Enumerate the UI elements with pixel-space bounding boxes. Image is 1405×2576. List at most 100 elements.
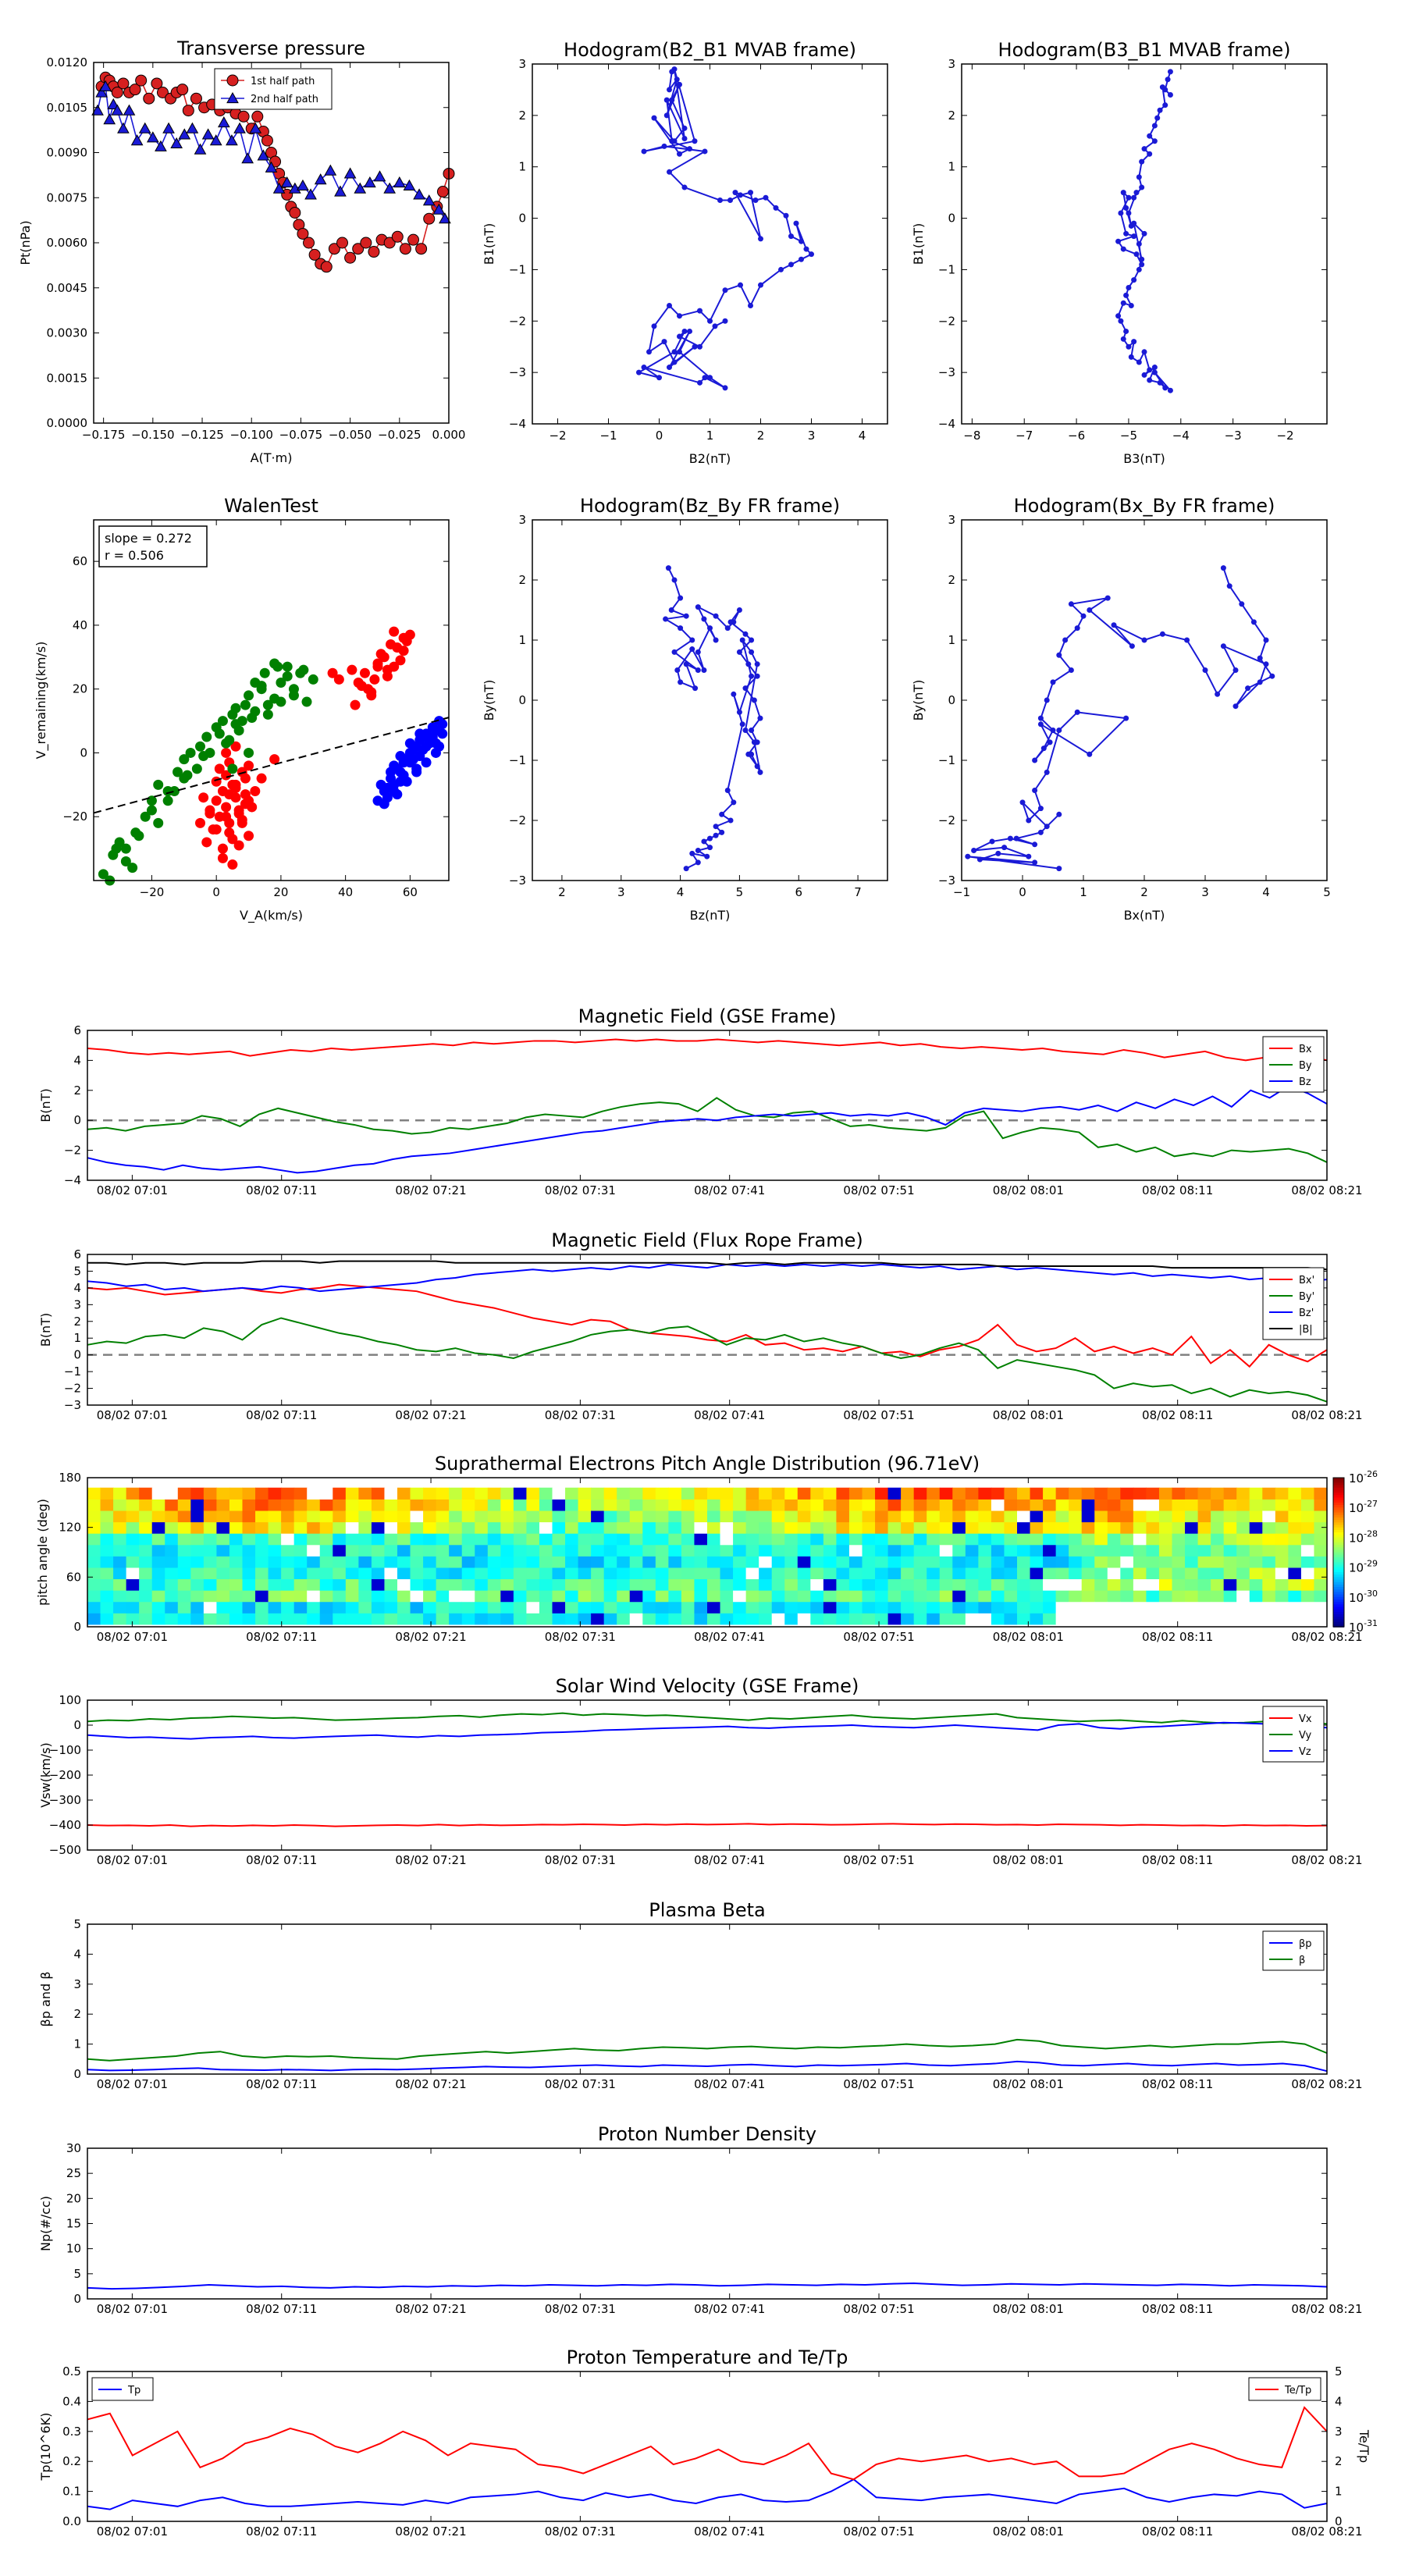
hodo-bxby-point <box>1068 667 1074 673</box>
pad-cell <box>1107 1578 1121 1591</box>
pad-cell <box>255 1601 269 1614</box>
pt-title: Transverse pressure <box>176 37 365 59</box>
pad-cell <box>371 1499 386 1511</box>
pad-cell <box>1223 1556 1237 1568</box>
pad-cell <box>126 1578 140 1591</box>
pad-cell <box>1094 1601 1108 1614</box>
hodo-b3b1-point <box>1167 69 1173 75</box>
pad-cell <box>513 1578 528 1591</box>
pad-cell <box>913 1533 927 1546</box>
mag-gse-ytick-label: 6 <box>73 1023 81 1037</box>
pt-ytick-label: 0.0090 <box>47 146 88 160</box>
pt-xtick-label: −0.150 <box>131 428 175 442</box>
pad-cell <box>901 1601 915 1614</box>
pad-cell <box>655 1521 669 1534</box>
pad-cell <box>642 1590 656 1603</box>
pad-cell <box>358 1533 372 1546</box>
pt-xtick-label: −0.025 <box>378 428 422 442</box>
pad-cell <box>978 1499 992 1511</box>
pad-cell <box>823 1578 838 1591</box>
pad-cell <box>1262 1578 1276 1591</box>
hodo-bzby-point <box>757 715 763 721</box>
pad-cell <box>449 1510 463 1523</box>
pad-colorbar-step <box>1333 1592 1344 1596</box>
mag-fr-series-line <box>87 1283 1328 1368</box>
pad-cell <box>617 1613 631 1625</box>
pad-cell <box>591 1521 605 1534</box>
pad-cell <box>771 1613 785 1625</box>
pad-cell <box>87 1499 101 1511</box>
pad-cell <box>694 1567 708 1580</box>
pad-cell <box>1004 1487 1018 1500</box>
pad-cell <box>449 1613 463 1625</box>
pad-cell <box>1043 1556 1057 1568</box>
hodo-b3b1-point <box>1128 303 1134 309</box>
pad-cell <box>87 1521 101 1534</box>
np-ytick-label: 30 <box>66 2141 81 2155</box>
pad-colorbar-step <box>1333 1594 1344 1598</box>
pad-cell <box>591 1578 605 1591</box>
pt-point <box>383 182 397 194</box>
walen-point <box>195 741 205 752</box>
pt-point <box>407 233 419 246</box>
pad-cell <box>1275 1613 1289 1625</box>
hodo-b2b1-point <box>727 197 733 204</box>
pad-cell <box>319 1556 333 1568</box>
pad-cell <box>862 1544 876 1557</box>
pad-cell <box>759 1578 773 1591</box>
pad-cell <box>487 1590 501 1603</box>
pad-cell <box>216 1533 230 1546</box>
pad-cell <box>578 1533 592 1546</box>
pad-cell <box>423 1613 437 1625</box>
pad-cell <box>797 1601 811 1614</box>
pad-cell <box>1030 1544 1044 1557</box>
hodo-bzby-ytick-label: −3 <box>509 873 526 888</box>
pad-cell <box>1223 1601 1237 1614</box>
pad-cell <box>591 1567 605 1580</box>
beta-ylabel: βp and β <box>38 1972 53 2027</box>
pad-cell <box>552 1487 566 1500</box>
pad-cell <box>1004 1544 1018 1557</box>
hodo-b3b1-point <box>1157 379 1163 386</box>
pad-cell <box>603 1533 617 1546</box>
pad-cell <box>1211 1578 1225 1591</box>
pad-cell <box>771 1487 785 1500</box>
pad-colorbar-step <box>1333 1564 1344 1568</box>
tp-title: Proton Temperature and Te/Tp <box>567 2347 848 2368</box>
pad-cell <box>1055 1590 1069 1603</box>
mag-fr-legend-label: By' <box>1299 1291 1314 1303</box>
walen-point <box>427 722 438 733</box>
tp-left-legend-label: Tp <box>127 2385 140 2396</box>
hodo-bzby-point <box>739 721 745 728</box>
pt-point <box>178 128 191 140</box>
pad-cell <box>1094 1590 1108 1603</box>
pad-cell <box>177 1567 191 1580</box>
pad-cell <box>358 1567 372 1580</box>
pad-cell <box>1288 1567 1302 1580</box>
pad-cell <box>1300 1521 1315 1534</box>
pad-cell <box>565 1567 579 1580</box>
pad-cell <box>1107 1487 1121 1500</box>
pad-cell <box>1081 1521 1095 1534</box>
pad-cell <box>836 1510 850 1523</box>
pad-cell <box>1133 1590 1147 1603</box>
pad-cell <box>358 1510 372 1523</box>
hodo-bxby-xtick-label: 0 <box>1019 885 1026 899</box>
pad-cell <box>901 1487 915 1500</box>
pad-cell <box>190 1613 205 1625</box>
pad-cell <box>797 1510 811 1523</box>
pad-cell <box>552 1613 566 1625</box>
hodo-bzby-ytick-label: 3 <box>518 513 526 527</box>
hodo-b3b1-point <box>1141 146 1147 152</box>
pad-cell <box>965 1544 979 1557</box>
pad-cell <box>1211 1510 1225 1523</box>
hodo-b3b1-axes-frame <box>961 63 1328 425</box>
pad-cell <box>139 1578 153 1591</box>
hodo-bzby-point <box>695 649 701 655</box>
pad-cell <box>203 1487 218 1500</box>
pad-cell <box>100 1567 114 1580</box>
pt-xtick-label: −0.100 <box>229 428 273 442</box>
pad-cell <box>449 1499 463 1511</box>
pt-point <box>91 104 104 116</box>
pad-cell <box>384 1556 398 1568</box>
